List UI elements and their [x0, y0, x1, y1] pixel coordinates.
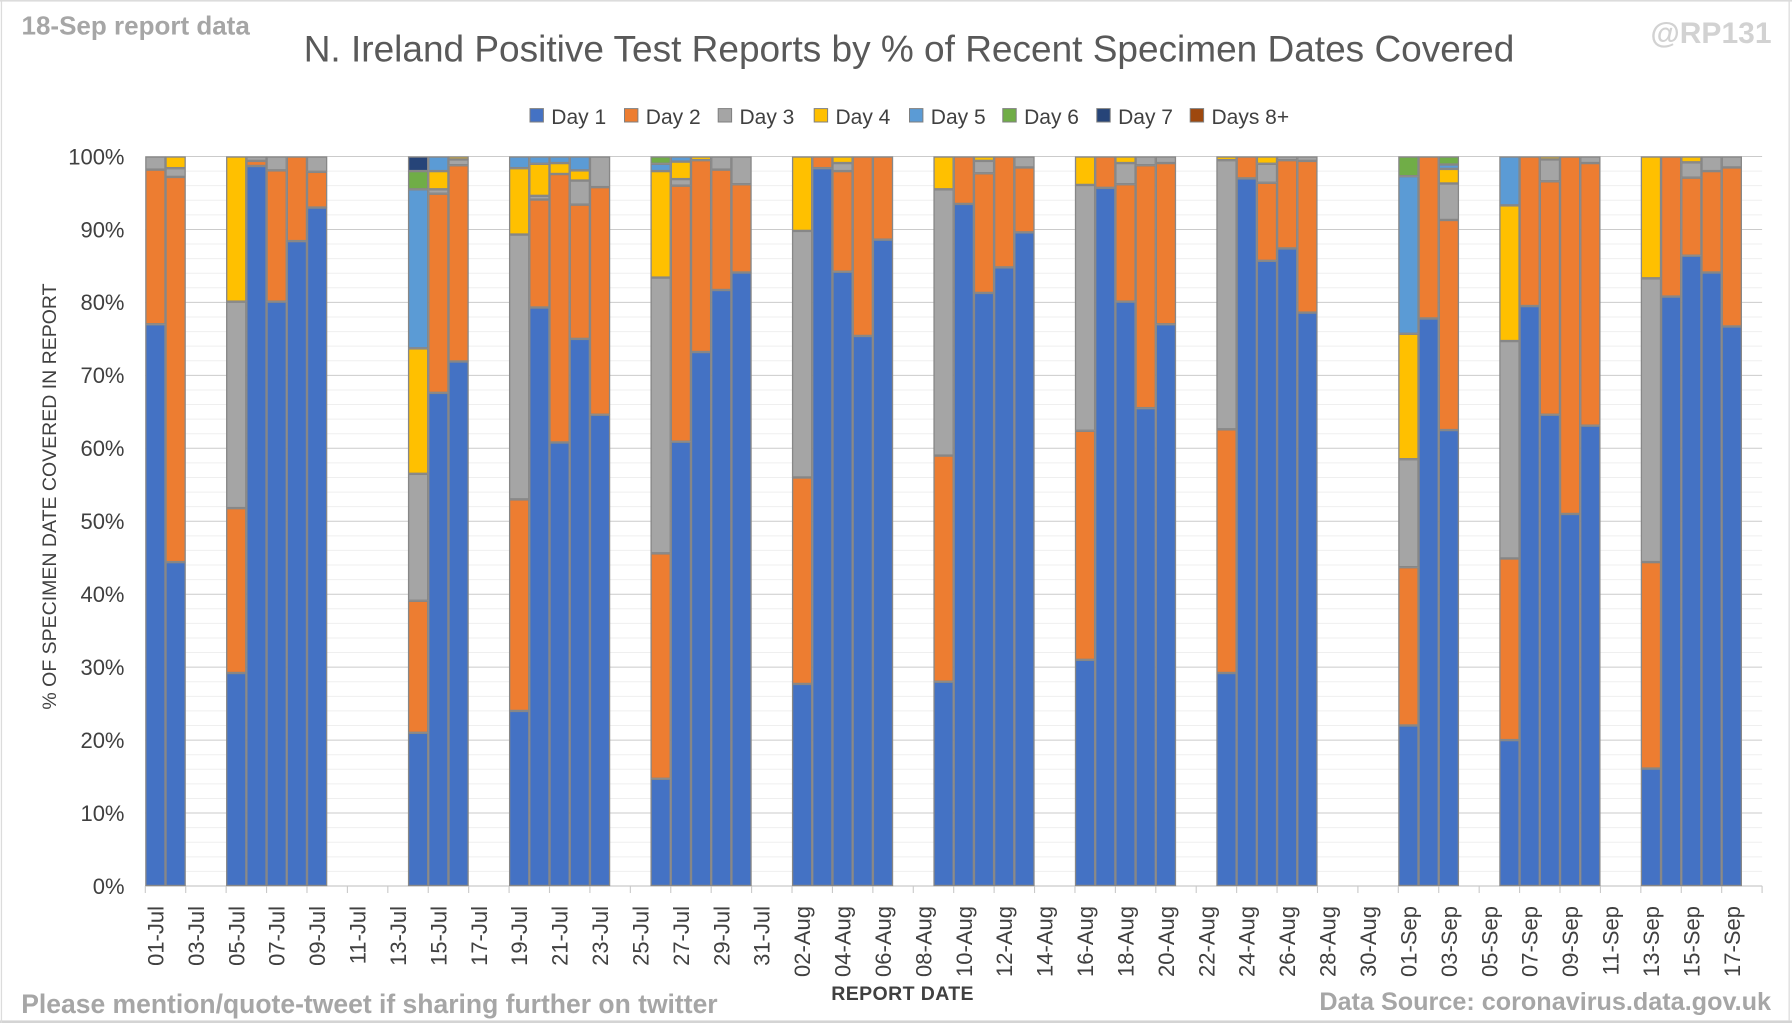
- svg-text:Day 4: Day 4: [836, 106, 891, 129]
- svg-text:60%: 60%: [80, 436, 124, 461]
- svg-text:13-Jul: 13-Jul: [386, 906, 411, 966]
- svg-text:09-Jul: 09-Jul: [305, 906, 330, 966]
- svg-text:03-Jul: 03-Jul: [184, 906, 209, 966]
- svg-text:12-Aug: 12-Aug: [992, 906, 1017, 977]
- svg-text:03-Sep: 03-Sep: [1437, 906, 1462, 977]
- svg-text:20%: 20%: [80, 728, 124, 753]
- svg-text:30-Aug: 30-Aug: [1356, 906, 1381, 977]
- svg-text:05-Jul: 05-Jul: [224, 906, 249, 966]
- svg-text:Days 8+: Days 8+: [1212, 106, 1290, 129]
- svg-text:16-Aug: 16-Aug: [1073, 906, 1098, 977]
- svg-text:30%: 30%: [80, 655, 124, 680]
- svg-text:13-Sep: 13-Sep: [1639, 906, 1664, 977]
- svg-text:27-Jul: 27-Jul: [669, 906, 694, 966]
- svg-text:17-Jul: 17-Jul: [467, 906, 492, 966]
- svg-text:22-Aug: 22-Aug: [1194, 906, 1219, 977]
- svg-text:25-Jul: 25-Jul: [628, 906, 653, 966]
- svg-text:70%: 70%: [80, 363, 124, 388]
- svg-text:17-Sep: 17-Sep: [1720, 906, 1745, 977]
- svg-text:18-Aug: 18-Aug: [1113, 906, 1138, 977]
- svg-text:21-Jul: 21-Jul: [548, 906, 573, 966]
- svg-text:02-Aug: 02-Aug: [790, 906, 815, 977]
- svg-text:Day 7: Day 7: [1118, 106, 1173, 129]
- svg-text:% OF SPECIMEN DATE COVERED IN: % OF SPECIMEN DATE COVERED IN REPORT: [39, 283, 61, 709]
- svg-text:11-Sep: 11-Sep: [1599, 906, 1624, 975]
- svg-text:11-Jul: 11-Jul: [346, 906, 371, 964]
- svg-text:06-Aug: 06-Aug: [871, 906, 896, 977]
- svg-text:19-Jul: 19-Jul: [507, 906, 532, 966]
- svg-text:0%: 0%: [93, 874, 125, 899]
- svg-text:01-Jul: 01-Jul: [143, 906, 168, 966]
- svg-text:10-Aug: 10-Aug: [952, 906, 977, 977]
- svg-text:80%: 80%: [80, 290, 124, 315]
- svg-text:90%: 90%: [80, 217, 124, 242]
- svg-text:08-Aug: 08-Aug: [911, 906, 936, 977]
- svg-text:50%: 50%: [80, 509, 124, 534]
- svg-text:Day 3: Day 3: [740, 106, 795, 129]
- svg-text:05-Sep: 05-Sep: [1477, 906, 1502, 977]
- svg-text:Day 6: Day 6: [1024, 106, 1079, 129]
- svg-text:Day 1: Day 1: [551, 106, 606, 129]
- svg-text:15-Jul: 15-Jul: [426, 906, 451, 966]
- svg-text:Please mention/quote-tweet if: Please mention/quote-tweet if sharing fu…: [21, 989, 717, 1019]
- svg-text:10%: 10%: [80, 801, 124, 826]
- svg-text:09-Sep: 09-Sep: [1558, 906, 1583, 977]
- svg-text:07-Sep: 07-Sep: [1518, 906, 1543, 977]
- svg-text:Data Source: coronavirus.data.: Data Source: coronavirus.data.gov.uk: [1319, 988, 1772, 1016]
- svg-text:01-Sep: 01-Sep: [1396, 906, 1421, 977]
- svg-text:N. Ireland Positive Test Repor: N. Ireland Positive Test Reports by % of…: [304, 28, 1515, 69]
- svg-text:100%: 100%: [68, 144, 124, 169]
- svg-text:26-Aug: 26-Aug: [1275, 906, 1300, 977]
- svg-text:Day 2: Day 2: [646, 106, 701, 129]
- svg-text:24-Aug: 24-Aug: [1235, 906, 1260, 977]
- svg-text:20-Aug: 20-Aug: [1154, 906, 1179, 977]
- svg-text:31-Jul: 31-Jul: [750, 906, 775, 966]
- svg-text:REPORT DATE: REPORT DATE: [831, 983, 974, 1005]
- svg-text:23-Jul: 23-Jul: [588, 906, 613, 966]
- svg-text:14-Aug: 14-Aug: [1033, 906, 1058, 977]
- svg-text:28-Aug: 28-Aug: [1316, 906, 1341, 977]
- svg-text:07-Jul: 07-Jul: [265, 906, 290, 966]
- svg-text:@RP131: @RP131: [1651, 17, 1772, 50]
- svg-text:29-Jul: 29-Jul: [709, 906, 734, 966]
- svg-text:15-Sep: 15-Sep: [1679, 906, 1704, 977]
- svg-text:18-Sep report data: 18-Sep report data: [22, 10, 251, 40]
- svg-text:04-Aug: 04-Aug: [831, 906, 856, 977]
- svg-text:Day 5: Day 5: [931, 106, 986, 129]
- svg-text:40%: 40%: [80, 582, 124, 607]
